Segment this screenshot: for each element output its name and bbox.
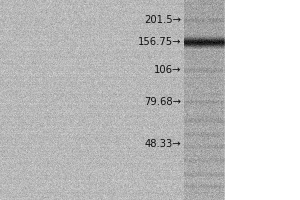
Text: 48.33→: 48.33→ [145,139,182,149]
Text: 79.68→: 79.68→ [145,97,182,107]
Text: 156.75→: 156.75→ [138,37,182,47]
Text: 201.5→: 201.5→ [145,15,182,25]
Text: 106→: 106→ [154,65,182,75]
Bar [225,0,300,200]
